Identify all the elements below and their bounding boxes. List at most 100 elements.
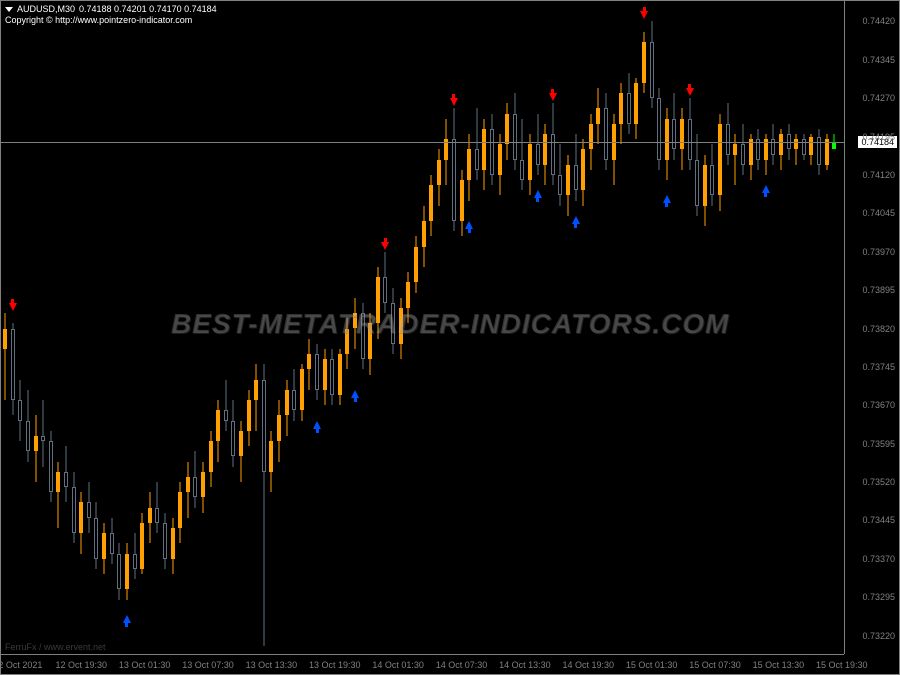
x-tick: 12 Oct 19:30: [55, 660, 107, 670]
candle: [133, 1, 137, 656]
arrow-up-icon: [762, 185, 770, 193]
candle: [657, 1, 661, 656]
current-price-line: [1, 142, 844, 143]
candle: [634, 1, 638, 656]
candle: [399, 1, 403, 656]
candle: [338, 1, 342, 656]
candle: [414, 1, 418, 656]
candle: [482, 1, 486, 656]
candle: [193, 1, 197, 656]
candle: [726, 1, 730, 656]
candle: [718, 1, 722, 656]
candle: [277, 1, 281, 656]
y-tick: 0.73895: [862, 285, 895, 295]
candle: [376, 1, 380, 656]
y-tick: 0.73445: [862, 515, 895, 525]
candle: [125, 1, 129, 656]
candle: [429, 1, 433, 656]
chart-area[interactable]: [1, 1, 844, 654]
candle: [619, 1, 623, 656]
y-tick: 0.73520: [862, 477, 895, 487]
y-tick: 0.73820: [862, 324, 895, 334]
candle: [528, 1, 532, 656]
candle: [642, 1, 646, 656]
candle: [558, 1, 562, 656]
candle: [589, 1, 593, 656]
chart-window[interactable]: AUDUSD,M30 0.74188 0.74201 0.74170 0.741…: [0, 0, 900, 675]
candle: [672, 1, 676, 656]
candle: [513, 1, 517, 656]
candle: [825, 1, 829, 656]
candle: [756, 1, 760, 656]
y-axis: 0.74184 0.732200.732950.733700.734450.73…: [844, 1, 899, 654]
candle: [292, 1, 296, 656]
x-tick: 13 Oct 13:30: [246, 660, 298, 670]
candle: [11, 1, 15, 656]
candle: [224, 1, 228, 656]
candle: [817, 1, 821, 656]
arrow-up-icon: [465, 221, 473, 229]
candle: [627, 1, 631, 656]
candle: [34, 1, 38, 656]
x-tick: 15 Oct 13:30: [753, 660, 805, 670]
candle: [460, 1, 464, 656]
candle: [749, 1, 753, 656]
arrow-up-icon: [572, 216, 580, 224]
candle: [300, 1, 304, 656]
candle: [368, 1, 372, 656]
candle: [353, 1, 357, 656]
candle: [383, 1, 387, 656]
candle: [163, 1, 167, 656]
candle: [604, 1, 608, 656]
candle: [18, 1, 22, 656]
candle: [771, 1, 775, 656]
candle: [536, 1, 540, 656]
arrow-up-icon: [313, 421, 321, 429]
candle: [72, 1, 76, 656]
candle: [467, 1, 471, 656]
candle: [688, 1, 692, 656]
candle: [307, 1, 311, 656]
y-tick: 0.73595: [862, 439, 895, 449]
candle: [26, 1, 30, 656]
candle: [505, 1, 509, 656]
candle: [543, 1, 547, 656]
y-tick: 0.74345: [862, 55, 895, 65]
arrow-up-icon: [663, 195, 671, 203]
x-tick: 15 Oct 07:30: [689, 660, 741, 670]
candle: [612, 1, 616, 656]
y-tick: 0.73370: [862, 554, 895, 564]
candle: [345, 1, 349, 656]
x-tick: 13 Oct 19:30: [309, 660, 361, 670]
x-tick: 13 Oct 07:30: [182, 660, 234, 670]
candle: [216, 1, 220, 656]
candle: [186, 1, 190, 656]
candle: [437, 1, 441, 656]
candle: [269, 1, 273, 656]
candle: [764, 1, 768, 656]
candle: [680, 1, 684, 656]
candle: [574, 1, 578, 656]
candle: [239, 1, 243, 656]
candle: [262, 1, 266, 656]
candle: [787, 1, 791, 656]
candle: [64, 1, 68, 656]
x-axis: 12 Oct 202112 Oct 19:3013 Oct 01:3013 Oc…: [1, 654, 844, 674]
candle: [809, 1, 813, 656]
candle: [41, 1, 45, 656]
y-tick: 0.74195: [862, 132, 895, 142]
candle: [361, 1, 365, 656]
candle: [596, 1, 600, 656]
candle: [802, 1, 806, 656]
candle: [201, 1, 205, 656]
candle: [148, 1, 152, 656]
x-tick: 12 Oct 2021: [0, 660, 42, 670]
candle: [794, 1, 798, 656]
candle: [323, 1, 327, 656]
candle: [155, 1, 159, 656]
y-tick: 0.74045: [862, 208, 895, 218]
candle: [779, 1, 783, 656]
candle: [650, 1, 654, 656]
arrow-down-icon: [381, 242, 389, 250]
candle: [285, 1, 289, 656]
